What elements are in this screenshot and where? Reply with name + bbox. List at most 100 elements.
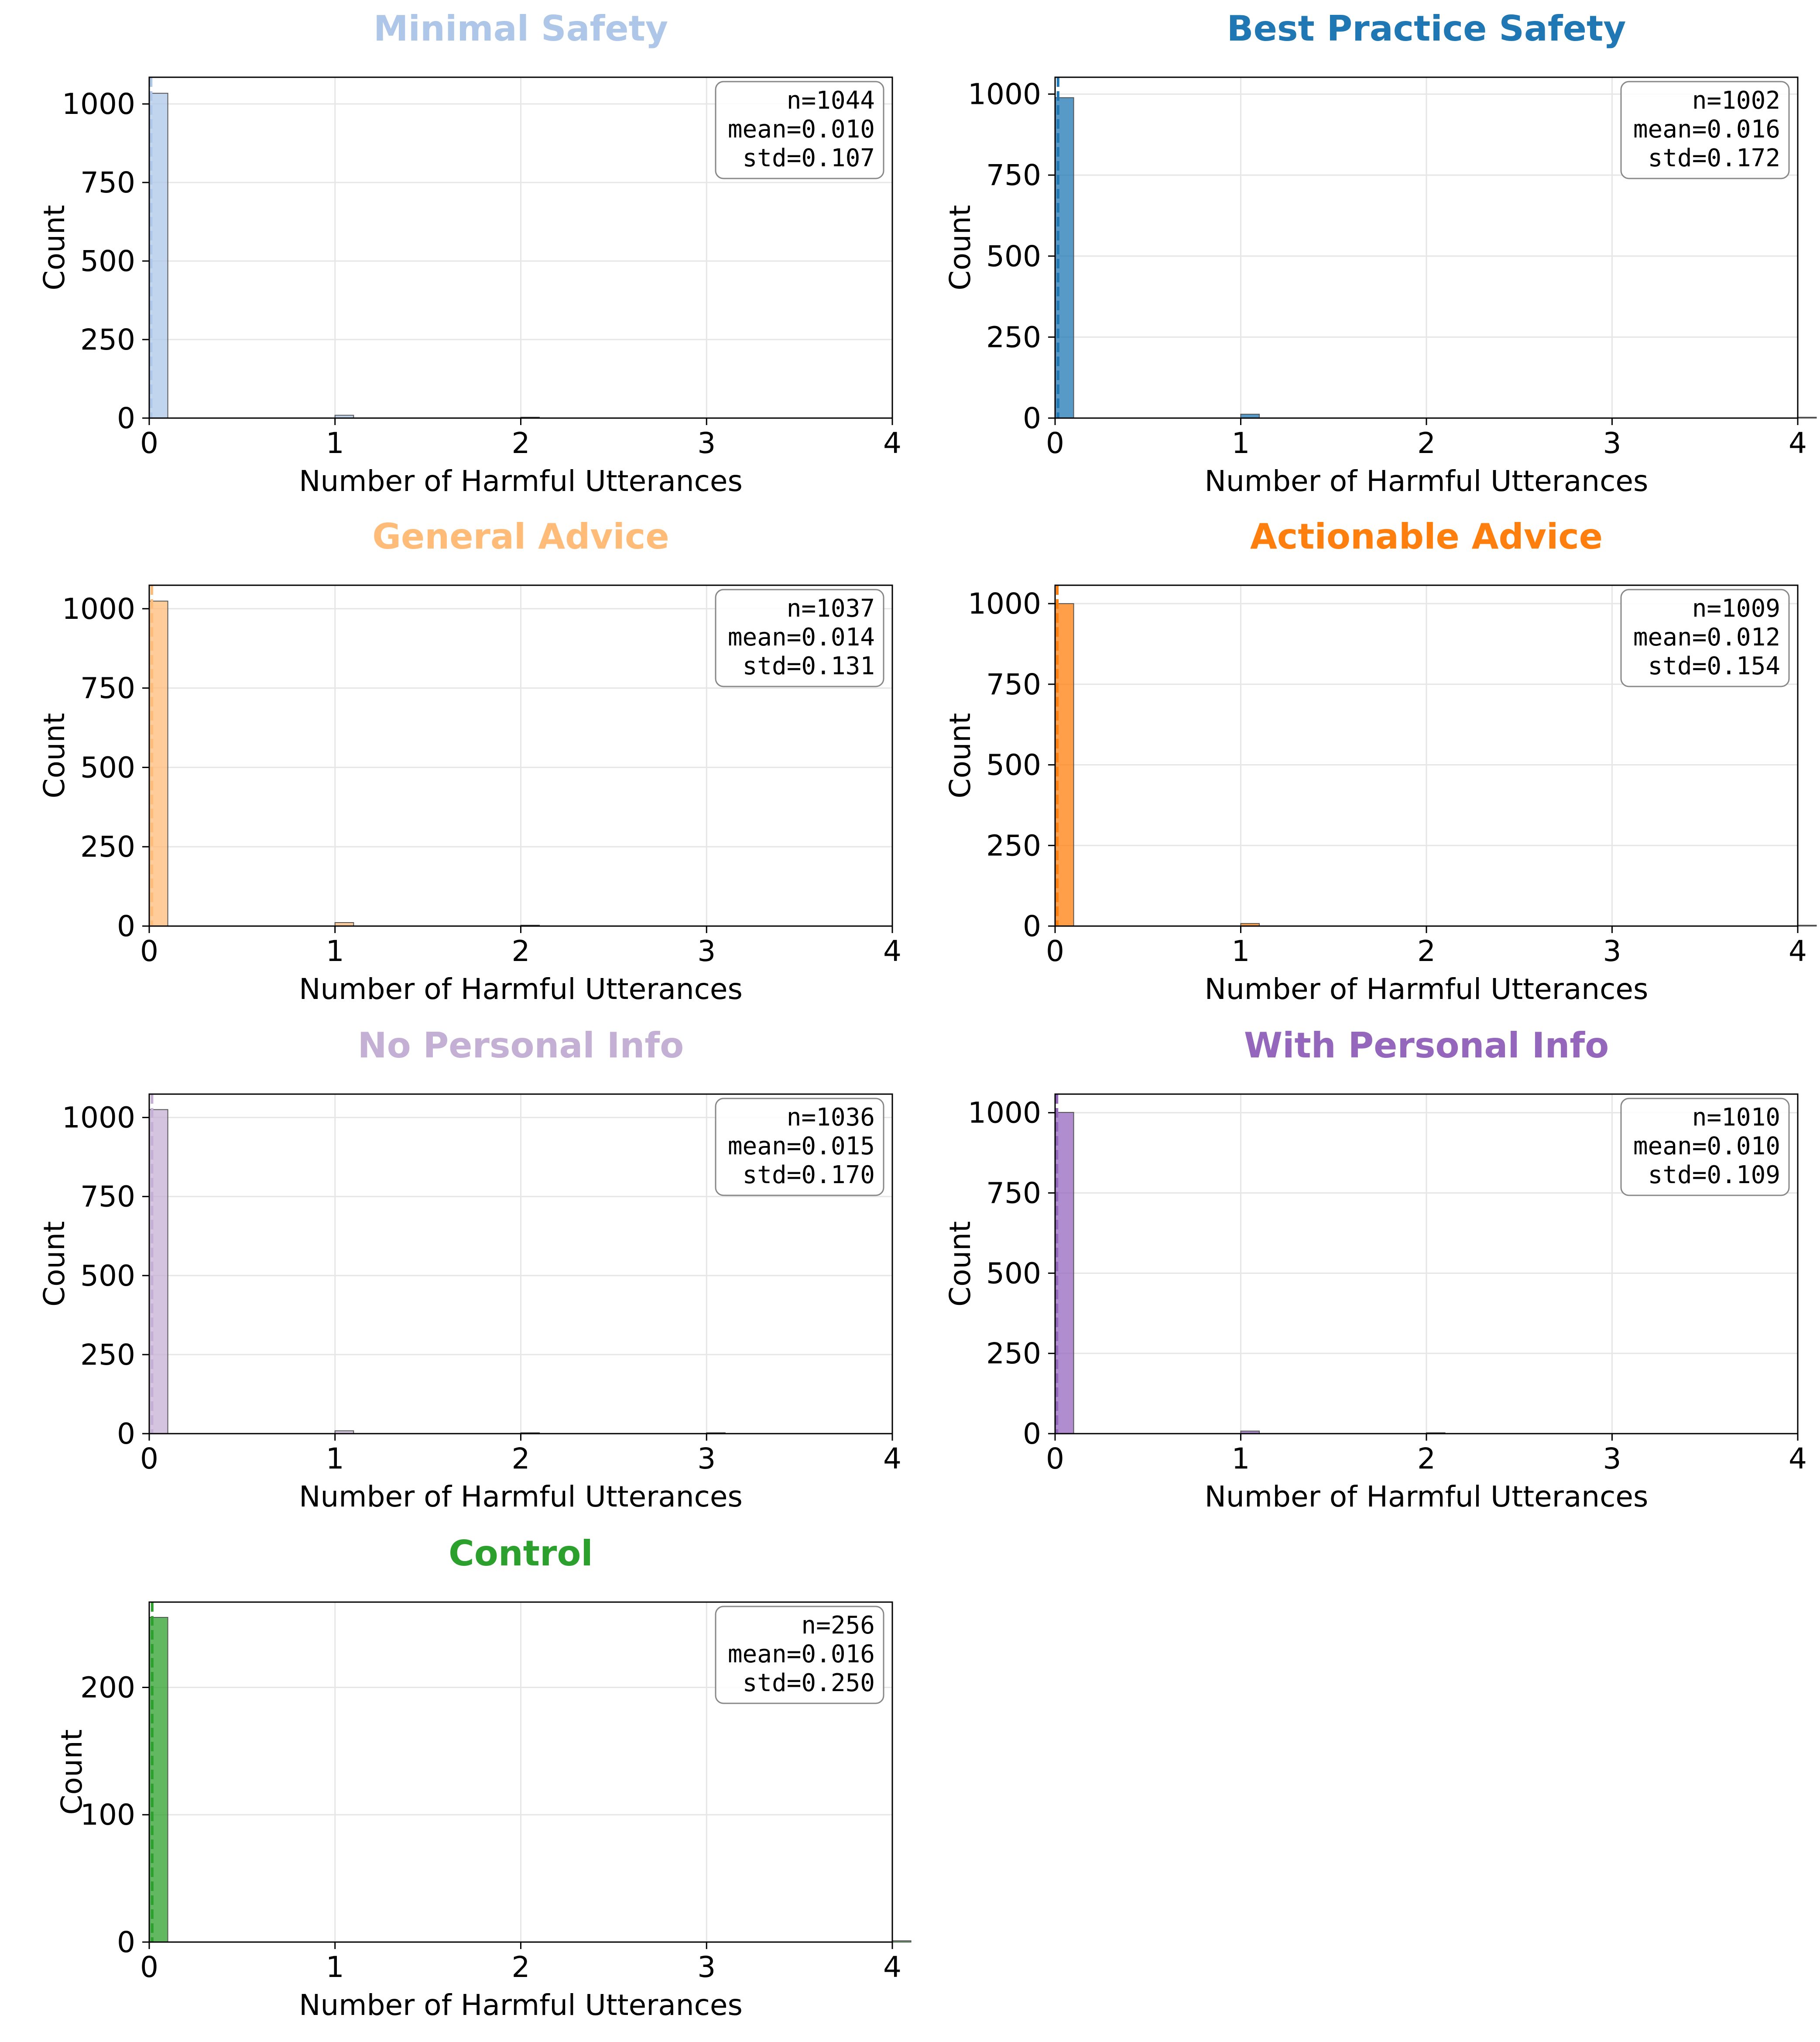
y-tick-label: 750 <box>80 166 135 199</box>
y-tick-label: 500 <box>80 751 135 784</box>
stats-box <box>1620 1098 1790 1196</box>
panel-title: Best Practice Safety <box>1227 8 1626 49</box>
y-tick-label: 1000 <box>62 592 135 626</box>
x-tick-label: 3 <box>697 426 716 460</box>
histogram-panel: 0 1 2 3 4 0 250 500 750 1000 Number of Harmful Utt… <box>38 516 901 1006</box>
histogram-panel: 0 1 2 3 4 0 250 500 750 1000 Number of Harmful Utt… <box>943 8 1817 498</box>
panel-title: No Personal Info <box>358 1025 684 1066</box>
stats-line: std=0.250 <box>743 1669 875 1697</box>
y-tick-label: 500 <box>986 748 1041 782</box>
y-tick-label: 500 <box>986 1256 1041 1290</box>
x-tick-label: 4 <box>883 1950 901 1984</box>
x-tick-label: 2 <box>512 1442 530 1476</box>
y-axis-label: Count <box>943 205 977 290</box>
stats-box <box>715 1606 884 1704</box>
histogram-panel: 0 1 2 3 4 0 250 500 750 1000 Number of Harmful Utt… <box>943 1025 1807 1513</box>
panel-title: Minimal Safety <box>374 8 668 49</box>
stats-line: n=1009 <box>1692 594 1780 623</box>
x-tick-label: 4 <box>883 934 901 968</box>
x-tick-label: 3 <box>1603 1442 1621 1476</box>
y-tick-label: 750 <box>986 158 1041 192</box>
x-tick-label: 2 <box>1417 934 1436 968</box>
x-tick-label: 0 <box>140 1442 158 1476</box>
y-axis-label: Count <box>38 205 71 290</box>
stats-line: mean=0.012 <box>1633 623 1780 652</box>
stats-box <box>715 1098 884 1196</box>
y-axis-label: Count <box>38 713 71 798</box>
x-tick-label: 1 <box>1232 1442 1250 1476</box>
y-tick-label: 1000 <box>968 587 1041 621</box>
y-tick-label: 1000 <box>62 1101 135 1135</box>
y-axis-label: Count <box>943 1221 977 1307</box>
panel-title: Actionable Advice <box>1250 516 1603 557</box>
x-tick-label: 2 <box>1417 426 1436 460</box>
x-tick-label: 4 <box>1789 934 1807 968</box>
x-tick-label: 4 <box>1789 1442 1807 1476</box>
x-tick-label: 3 <box>697 934 716 968</box>
y-axis-label: Count <box>55 1729 89 1815</box>
y-tick-label: 0 <box>1023 1417 1041 1451</box>
x-tick-label: 2 <box>512 426 530 460</box>
x-tick-label: 0 <box>1046 426 1064 460</box>
stats-line: n=1010 <box>1692 1103 1780 1132</box>
y-tick-label: 250 <box>80 830 135 864</box>
x-axis-label: Number of Harmful Utterances <box>1205 972 1649 1006</box>
x-tick-label: 2 <box>512 1950 530 1984</box>
y-tick-label: 0 <box>1023 909 1041 943</box>
y-tick-label: 750 <box>986 1176 1041 1210</box>
y-tick-label: 0 <box>117 402 135 435</box>
stats-line: mean=0.016 <box>728 1640 875 1668</box>
histogram-bar <box>1797 417 1817 419</box>
x-axis-label: Number of Harmful Utterances <box>299 464 743 498</box>
x-tick-label: 3 <box>1603 426 1621 460</box>
stats-line: std=0.172 <box>1648 144 1780 172</box>
histogram-panel: 0 1 2 3 4 0 250 500 750 1000 Number of Harmful Utt… <box>38 1025 901 1513</box>
x-tick-label: 0 <box>140 426 158 460</box>
y-axis-label: Count <box>943 713 977 798</box>
stats-line: mean=0.014 <box>728 623 875 652</box>
x-tick-label: 2 <box>512 934 530 968</box>
histogram-bar <box>1055 97 1074 419</box>
x-tick-label: 3 <box>697 1950 716 1984</box>
stats-box <box>715 589 884 687</box>
y-tick-label: 500 <box>986 240 1041 273</box>
x-tick-label: 4 <box>1789 426 1807 460</box>
y-tick-label: 750 <box>986 668 1041 701</box>
panel-title: General Advice <box>372 516 669 557</box>
histogram-panel: 0 1 2 3 4 0 250 500 750 1000 Number of Harmful Utt… <box>943 516 1817 1006</box>
x-tick-label: 2 <box>1417 1442 1436 1476</box>
x-tick-label: 3 <box>1603 934 1621 968</box>
y-tick-label: 1000 <box>968 78 1041 111</box>
stats-line: std=0.107 <box>743 144 875 172</box>
x-tick-label: 0 <box>140 934 158 968</box>
y-tick-label: 0 <box>1023 402 1041 435</box>
stats-line: std=0.109 <box>1648 1161 1780 1189</box>
y-axis-label: Count <box>38 1221 71 1307</box>
x-axis-label: Number of Harmful Utterances <box>299 972 743 1006</box>
y-tick-label: 500 <box>80 244 135 278</box>
y-tick-label: 250 <box>80 323 135 357</box>
y-tick-label: 750 <box>80 1180 135 1214</box>
stats-line: n=1036 <box>787 1103 875 1132</box>
x-tick-label: 4 <box>883 426 901 460</box>
x-tick-label: 3 <box>697 1442 716 1476</box>
histogram-bar <box>1797 925 1817 927</box>
x-tick-label: 1 <box>1232 426 1250 460</box>
x-tick-label: 1 <box>326 1442 344 1476</box>
y-tick-label: 500 <box>80 1259 135 1293</box>
x-tick-label: 4 <box>883 1442 901 1476</box>
x-axis-label: Number of Harmful Utterances <box>299 1480 743 1513</box>
histogram-panel: 0 1 2 3 4 0 250 500 750 1000 Number of Harmful Utt… <box>38 8 901 498</box>
x-tick-label: 1 <box>1232 934 1250 968</box>
y-tick-label: 250 <box>80 1338 135 1372</box>
histogram-bar <box>892 1940 912 1943</box>
panel-title: With Personal Info <box>1244 1025 1609 1066</box>
histogram-bar <box>1055 1112 1074 1435</box>
y-tick-label: 0 <box>117 909 135 943</box>
y-tick-label: 250 <box>986 320 1041 354</box>
stats-line: n=1037 <box>787 594 875 623</box>
x-tick-label: 1 <box>326 426 344 460</box>
stats-line: mean=0.010 <box>728 115 875 144</box>
